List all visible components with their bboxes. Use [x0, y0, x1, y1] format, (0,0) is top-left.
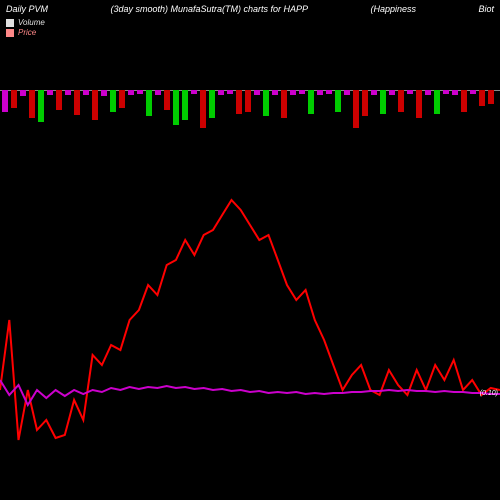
volume-bar — [290, 90, 296, 95]
volume-bar — [326, 90, 332, 94]
volume-bar — [227, 90, 233, 94]
price-line-chart — [0, 190, 500, 470]
volume-bar — [191, 90, 197, 94]
volume-bar — [56, 90, 62, 110]
right-axis-label: (0.10) — [480, 390, 498, 397]
legend: Volume Price — [0, 18, 500, 38]
volume-bar — [65, 90, 71, 95]
volume-bar — [245, 90, 251, 112]
volume-bar — [119, 90, 125, 108]
volume-bar — [218, 90, 224, 95]
volume-bar — [398, 90, 404, 112]
header-mid1: (3day smooth) MunafaSutra(TM) charts for… — [110, 4, 308, 14]
volume-bar — [488, 90, 494, 104]
volume-bar — [281, 90, 287, 118]
legend-swatch-price — [6, 29, 14, 37]
volume-bar — [146, 90, 152, 116]
volume-bar — [452, 90, 458, 95]
volume-bar — [11, 90, 17, 108]
volume-bar — [335, 90, 341, 112]
volume-bar — [74, 90, 80, 115]
volume-bar — [254, 90, 260, 95]
volume-bar — [137, 90, 143, 94]
volume-bar — [83, 90, 89, 95]
volume-bar — [263, 90, 269, 116]
volume-bar — [155, 90, 161, 95]
volume-bar — [38, 90, 44, 122]
volume-bar — [425, 90, 431, 95]
volume-bar — [20, 90, 26, 96]
volume-bar — [443, 90, 449, 94]
header-mid2: (Happiness — [371, 4, 417, 14]
volume-bar — [128, 90, 134, 95]
header-left: Daily PVM — [6, 4, 48, 14]
volume-bar — [29, 90, 35, 118]
volume-bar-chart — [0, 90, 500, 170]
volume-bar — [173, 90, 179, 125]
volume-bar — [470, 90, 476, 94]
volume-bar — [299, 90, 305, 94]
volume-bar — [371, 90, 377, 95]
volume-bar — [308, 90, 314, 114]
volume-bar — [2, 90, 8, 112]
legend-price: Price — [6, 28, 494, 38]
header-right: Biot — [478, 4, 494, 14]
chart-header: Daily PVM (3day smooth) MunafaSutra(TM) … — [0, 0, 500, 18]
legend-label-volume: Volume — [18, 18, 45, 28]
volume-bar — [407, 90, 413, 94]
legend-label-price: Price — [18, 28, 36, 38]
volume-bar — [200, 90, 206, 128]
volume-bar — [317, 90, 323, 95]
volume-bar — [236, 90, 242, 114]
volume-bar — [182, 90, 188, 120]
legend-volume: Volume — [6, 18, 494, 28]
volume-bar — [47, 90, 53, 95]
legend-swatch-volume — [6, 19, 14, 27]
volume-bar — [479, 90, 485, 106]
volume-bar — [434, 90, 440, 114]
volume-bar — [353, 90, 359, 128]
volume-bar — [380, 90, 386, 114]
volume-bar — [110, 90, 116, 112]
volume-bar — [92, 90, 98, 120]
volume-bar — [164, 90, 170, 110]
volume-bar — [272, 90, 278, 95]
volume-bar — [389, 90, 395, 95]
volume-bar — [416, 90, 422, 118]
volume-bar — [101, 90, 107, 96]
volume-bar — [344, 90, 350, 95]
volume-bar — [362, 90, 368, 116]
price-line — [0, 200, 500, 440]
volume-bar — [461, 90, 467, 112]
volume-bar — [209, 90, 215, 118]
